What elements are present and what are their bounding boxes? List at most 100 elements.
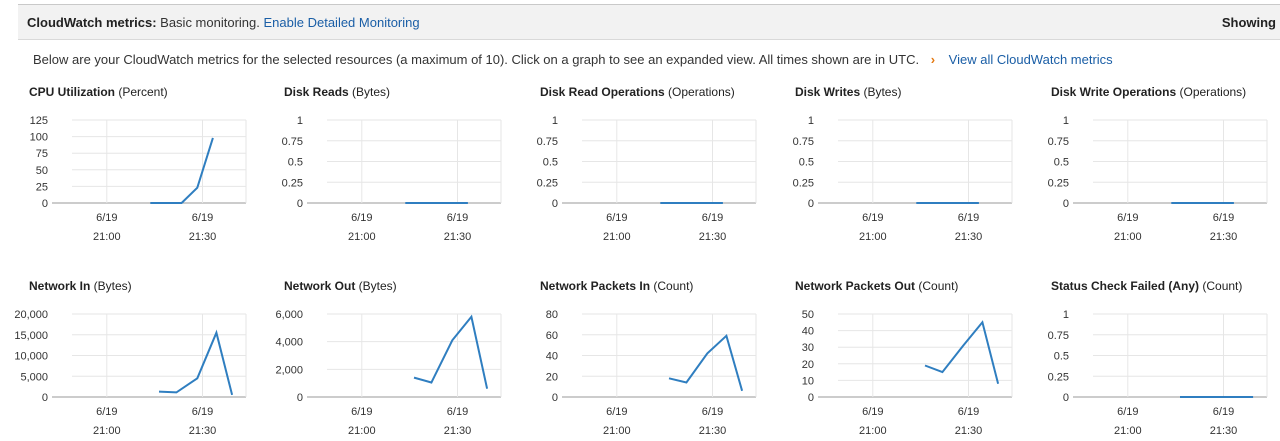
chart-title-unit: (Count): [1199, 279, 1242, 293]
x-tick-time: 21:30: [1210, 425, 1238, 437]
x-tick-time: 21:00: [1114, 425, 1142, 437]
metric-chart-cpu-utilization[interactable]: CPU Utilization (Percent) 125 100 75 50 25 0 6/…: [29, 85, 247, 243]
y-tick-label: 15,000: [14, 330, 48, 342]
x-tick-time: 21:00: [93, 425, 121, 437]
cloudwatch-header-bar: CloudWatch metrics: Basic monitoring. En…: [18, 4, 1280, 40]
chart-title-name: Disk Write Operations: [1051, 85, 1176, 99]
chart-title: Network Packets In (Count): [540, 279, 693, 293]
y-tick-label: 0.5: [1054, 157, 1069, 169]
y-tick-label: 4,000: [275, 337, 303, 349]
chart-title-name: Network Packets Out: [795, 279, 915, 293]
x-tick-time: 21:00: [603, 231, 631, 243]
x-tick-date: 6/19: [1213, 212, 1234, 224]
y-tick-label: 0: [552, 198, 558, 210]
y-tick-label: 60: [546, 330, 558, 342]
chart-title-unit: (Bytes): [860, 85, 901, 99]
monitoring-status: Basic monitoring.: [160, 15, 260, 30]
x-tick-date: 6/19: [192, 406, 213, 418]
y-tick-label: 1: [297, 115, 303, 127]
y-tick-label: 0.25: [1048, 177, 1069, 189]
metric-chart-disk-write-operations[interactable]: Disk Write Operations (Operations) 1 0.75 0…: [1048, 85, 1268, 243]
y-tick-label: 0: [1063, 392, 1069, 404]
x-tick-time: 21:30: [699, 425, 727, 437]
metric-chart-disk-writes[interactable]: Disk Writes (Bytes) 1 0.75 0.5 0.25 0 6/19 21:0…: [793, 85, 1013, 243]
y-tick-label: 0: [808, 392, 814, 404]
series-line: [158, 329, 234, 396]
x-tick-date: 6/19: [351, 406, 372, 418]
series-line: [413, 314, 489, 389]
y-tick-label: 0.75: [1048, 330, 1069, 342]
metric-chart-disk-read-operations[interactable]: Disk Read Operations (Operations) 1 0.75 0.…: [537, 85, 757, 243]
x-tick-date: 6/19: [606, 212, 627, 224]
y-tick-label: 20,000: [14, 309, 48, 321]
metric-chart-status-check-failed-any[interactable]: Status Check Failed (Any) (Count) 1 0.75 0.…: [1048, 279, 1268, 437]
x-tick-time: 21:00: [859, 231, 887, 243]
y-tick-label: 1: [552, 115, 558, 127]
y-tick-label: 40: [546, 351, 558, 363]
metric-chart-network-in[interactable]: Network In (Bytes) 20,000 15,000 10,000 5,00…: [14, 279, 247, 437]
y-tick-label: 0.25: [1048, 371, 1069, 383]
y-tick-label: 30: [802, 342, 814, 354]
y-tick-label: 50: [802, 309, 814, 321]
chart-title-unit: (Bytes): [349, 85, 390, 99]
enable-detailed-monitoring-link[interactable]: Enable Detailed Monitoring: [263, 15, 420, 30]
x-tick-time: 21:00: [1114, 231, 1142, 243]
y-tick-label: 0.75: [1048, 136, 1069, 148]
x-tick-date: 6/19: [447, 212, 468, 224]
y-tick-label: 0.5: [288, 157, 303, 169]
view-all-metrics-link[interactable]: View all CloudWatch metrics: [948, 52, 1113, 67]
metric-chart-network-packets-out[interactable]: Network Packets Out (Count) 50 40 30 20 10 0 6/…: [795, 279, 1013, 437]
y-tick-label: 40: [802, 326, 814, 338]
x-tick-time: 21:00: [859, 425, 887, 437]
x-tick-date: 6/19: [862, 212, 883, 224]
intro-description: Below are your CloudWatch metrics for th…: [33, 52, 920, 67]
series-line: [150, 137, 214, 204]
chart-title: Network Packets Out (Count): [795, 279, 958, 293]
x-tick-time: 21:00: [348, 231, 376, 243]
series-line: [668, 333, 744, 392]
chart-title-unit: (Bytes): [90, 279, 131, 293]
y-tick-label: 0: [808, 198, 814, 210]
x-tick-date: 6/19: [702, 406, 723, 418]
metric-chart-disk-reads[interactable]: Disk Reads (Bytes) 1 0.75 0.5 0.25 0 6/19 21:00…: [282, 85, 502, 243]
y-tick-label: 0: [42, 198, 48, 210]
x-tick-time: 21:30: [189, 425, 217, 437]
x-tick-date: 6/19: [958, 406, 979, 418]
chart-title: Disk Write Operations (Operations): [1051, 85, 1246, 99]
y-tick-label: 100: [30, 132, 48, 144]
chart-title: Disk Read Operations (Operations): [540, 85, 735, 99]
x-tick-time: 21:00: [93, 231, 121, 243]
y-tick-label: 0: [552, 392, 558, 404]
x-tick-time: 21:30: [955, 231, 983, 243]
intro-text-row: Below are your CloudWatch metrics for th…: [33, 52, 1113, 67]
chart-title-unit: (Bytes): [355, 279, 396, 293]
metric-chart-network-out[interactable]: Network Out (Bytes) 6,000 4,000 2,000 0 6/19 2…: [275, 279, 502, 437]
y-tick-label: 0.5: [799, 157, 814, 169]
y-tick-label: 0.75: [793, 136, 814, 148]
chart-title-name: Status Check Failed (Any): [1051, 279, 1199, 293]
y-tick-label: 0: [297, 392, 303, 404]
y-tick-label: 1: [1063, 309, 1069, 321]
y-tick-label: 80: [546, 309, 558, 321]
y-tick-label: 10: [802, 375, 814, 387]
y-tick-label: 0.5: [1054, 351, 1069, 363]
x-tick-date: 6/19: [862, 406, 883, 418]
chart-title-name: Disk Reads: [284, 85, 349, 99]
x-tick-date: 6/19: [96, 406, 117, 418]
chart-title: Status Check Failed (Any) (Count): [1051, 279, 1242, 293]
y-tick-label: 1: [1063, 115, 1069, 127]
y-tick-label: 0: [297, 198, 303, 210]
y-tick-label: 0: [1063, 198, 1069, 210]
header-title: CloudWatch metrics:: [27, 15, 157, 30]
y-tick-label: 0.25: [537, 177, 558, 189]
series-line: [924, 320, 1000, 384]
y-tick-label: 75: [36, 148, 48, 160]
chart-title-unit: (Percent): [115, 85, 168, 99]
metric-chart-network-packets-in[interactable]: Network Packets In (Count) 80 60 40 20 0 6/19 2…: [540, 279, 757, 437]
x-tick-date: 6/19: [958, 212, 979, 224]
x-tick-date: 6/19: [1117, 212, 1138, 224]
chart-title-name: Network Packets In: [540, 279, 650, 293]
x-tick-time: 21:30: [444, 425, 472, 437]
chart-title: Network Out (Bytes): [284, 279, 397, 293]
